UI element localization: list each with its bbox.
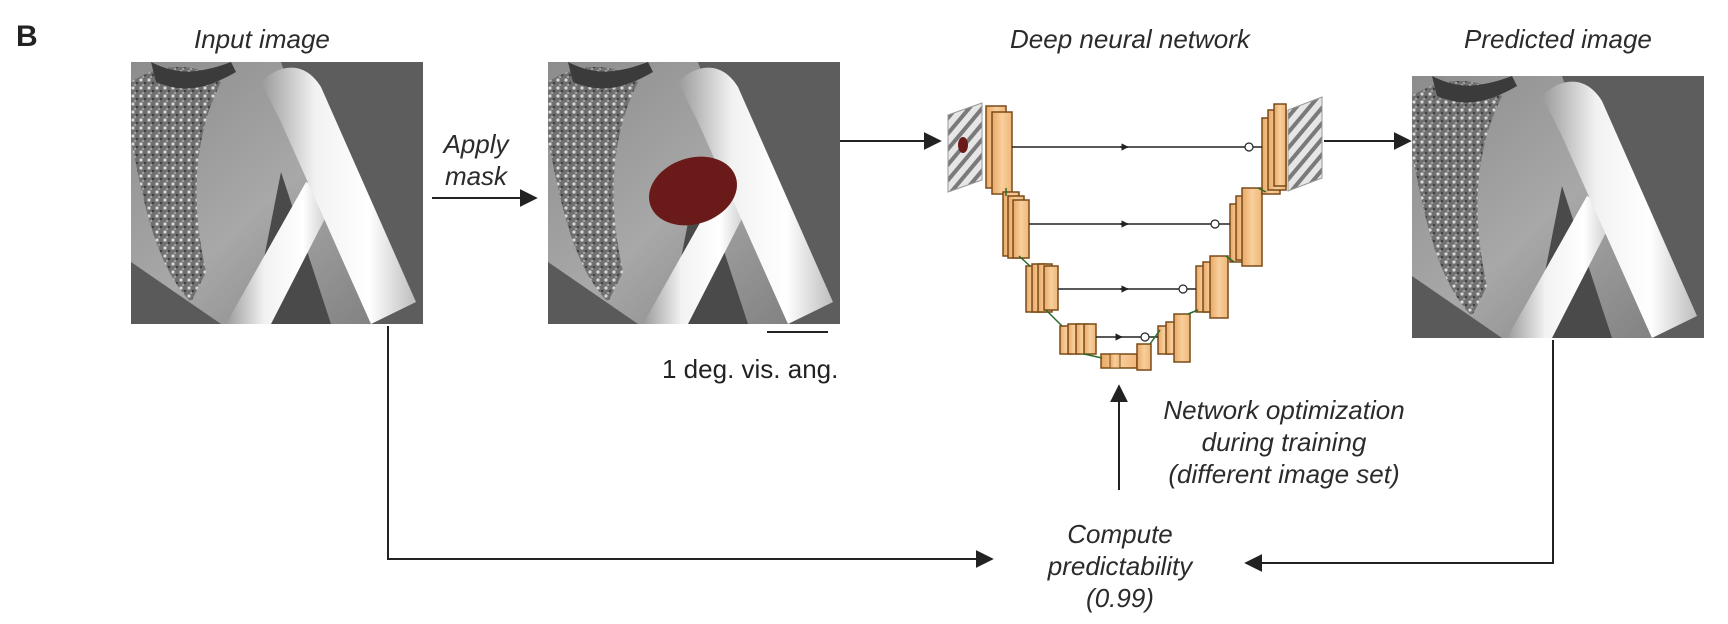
optimization-line-1: Network optimization bbox=[1163, 395, 1405, 425]
scale-bar-label: 1 deg. vis. ang. bbox=[662, 354, 839, 384]
optimization-label: Network optimization during training (di… bbox=[1150, 394, 1418, 490]
apply-mask-line-1: Apply bbox=[443, 129, 509, 159]
panel-label: B bbox=[16, 20, 38, 53]
optimization-line-2: during training bbox=[1201, 427, 1367, 457]
sampling-paths bbox=[1005, 187, 1267, 359]
predicted-image bbox=[1412, 76, 1704, 338]
bottleneck-block bbox=[1100, 343, 1152, 371]
predicted-to-compute-line bbox=[1244, 340, 1554, 572]
compute-line-3: (0.99) bbox=[1086, 583, 1154, 613]
masked-image bbox=[548, 62, 840, 324]
apply-mask-label: Apply mask bbox=[432, 128, 520, 192]
decoder-block-3 bbox=[1195, 255, 1229, 319]
compute-label: Compute predictability (0.99) bbox=[1030, 518, 1210, 614]
input-image bbox=[131, 62, 423, 324]
network-input-thumbnail bbox=[947, 102, 983, 193]
encoder-block-1 bbox=[985, 105, 1013, 195]
encoder-block-4 bbox=[1059, 323, 1097, 355]
decoder-block-4 bbox=[1157, 313, 1191, 363]
compute-line-2: predictability bbox=[1047, 551, 1193, 581]
input-image-label: Input image bbox=[194, 24, 330, 54]
encoder-block-3 bbox=[1025, 263, 1059, 313]
network-label: Deep neural network bbox=[1010, 24, 1250, 54]
predicted-image-label: Predicted image bbox=[1464, 24, 1652, 54]
decoder-block-2 bbox=[1229, 187, 1263, 267]
concat-nodes bbox=[1140, 142, 1254, 342]
encoder-block-2 bbox=[1002, 191, 1030, 259]
compute-line-1: Compute bbox=[1067, 519, 1173, 549]
network-output-thumbnail bbox=[1287, 96, 1323, 192]
apply-mask-line-2: mask bbox=[444, 161, 508, 191]
unet-network bbox=[947, 96, 1323, 371]
input-to-compute-line bbox=[387, 326, 994, 568]
mask-ellipse bbox=[649, 156, 737, 226]
decoder-block-1 bbox=[1261, 103, 1287, 195]
optimization-line-3: (different image set) bbox=[1168, 459, 1400, 489]
